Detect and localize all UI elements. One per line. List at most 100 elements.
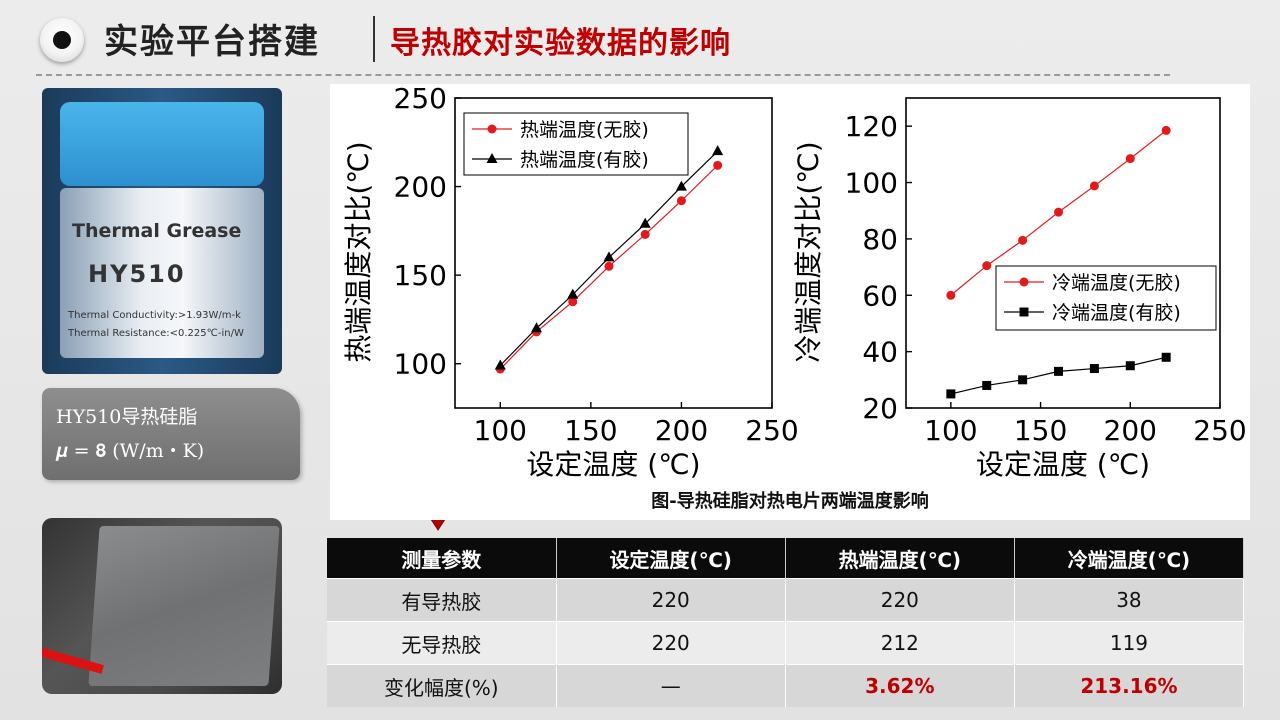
data-point bbox=[494, 359, 506, 370]
thermal-grease-photo: Thermal Grease HY510 Thermal Conductivit… bbox=[42, 88, 282, 374]
data-point bbox=[604, 261, 614, 271]
table-header-row: 测量参数 设定温度(℃) 热端温度(℃) 冷端温度(℃) bbox=[327, 538, 1245, 579]
y-tick-label: 40 bbox=[862, 336, 898, 369]
x-tick-label: 250 bbox=[1193, 414, 1246, 447]
data-point bbox=[1018, 375, 1028, 385]
data-point bbox=[640, 229, 650, 239]
cell-set-temp: 220 bbox=[556, 578, 786, 622]
legend-marker bbox=[486, 153, 498, 163]
x-axis-label: 设定温度 (℃) bbox=[976, 448, 1150, 481]
y-tick-label: 250 bbox=[394, 84, 447, 115]
grease-paste-area bbox=[88, 526, 280, 686]
jar-lid bbox=[60, 102, 264, 186]
cell-hot-temp-change: 3.62% bbox=[785, 664, 1015, 707]
header-cold-temp: 冷端温度(℃) bbox=[1014, 538, 1245, 579]
data-point bbox=[982, 380, 992, 390]
data-point bbox=[713, 160, 723, 170]
x-tick-label: 200 bbox=[1104, 414, 1157, 447]
legend-marker bbox=[1019, 277, 1029, 287]
x-tick-label: 150 bbox=[564, 414, 617, 447]
y-tick-label: 80 bbox=[862, 223, 898, 256]
data-point bbox=[1161, 352, 1171, 362]
y-axis-label: 冷端温度对比(℃) bbox=[792, 141, 825, 362]
data-point bbox=[639, 217, 651, 228]
data-point bbox=[1125, 154, 1135, 164]
y-tick-label: 60 bbox=[862, 279, 898, 312]
table-row: 有导热胶 220 220 38 bbox=[327, 578, 1245, 622]
charts-svg: 100 150 200 250 100 150 200 250 设定温度 (℃) 热端温度对比(℃… bbox=[342, 82, 1247, 481]
data-point bbox=[982, 261, 992, 271]
spec-conductivity: 𝝁 = 𝟖 (W/m・K) bbox=[56, 440, 205, 462]
cell-hot-temp: 212 bbox=[785, 621, 1015, 665]
y-tick-label: 100 bbox=[394, 348, 447, 381]
legend-box bbox=[463, 112, 689, 176]
applied-grease-photo bbox=[42, 518, 282, 694]
header-hot-temp: 热端温度(℃) bbox=[785, 538, 1015, 579]
y-tick-label: 200 bbox=[394, 171, 447, 204]
legend-label: 冷端温度(有胶) bbox=[1052, 302, 1181, 324]
data-point bbox=[568, 297, 578, 307]
legend-marker bbox=[1019, 307, 1029, 317]
cell-cold-temp-change: 213.16% bbox=[1014, 664, 1245, 707]
jar-label-name: Thermal Grease bbox=[72, 220, 242, 242]
table-row: 无导热胶 220 212 119 bbox=[327, 621, 1245, 665]
cell-param: 无导热胶 bbox=[327, 621, 557, 665]
title-divider bbox=[373, 16, 375, 62]
jar-label-model: HY510 bbox=[88, 260, 186, 288]
data-point bbox=[1089, 364, 1099, 374]
comparison-table: 测量参数 设定温度(℃) 热端温度(℃) 冷端温度(℃) 有导热胶 220 22… bbox=[327, 538, 1245, 707]
data-point bbox=[1161, 125, 1171, 135]
cell-cold-temp: 38 bbox=[1014, 578, 1245, 622]
slide-title: 实验平台搭建 bbox=[104, 22, 320, 62]
spec-product-name: HY510导热硅脂 bbox=[56, 406, 198, 428]
y-tick-label: 100 bbox=[845, 167, 898, 200]
x-tick-label: 100 bbox=[474, 414, 527, 447]
x-tick-label: 150 bbox=[1014, 414, 1067, 447]
legend-marker bbox=[487, 124, 497, 134]
jar-label-conductivity: Thermal Conductivity:>1.93W/m-k bbox=[68, 310, 241, 321]
jar-label-resistance: Thermal Resistance:<0.225℃-in/W bbox=[68, 328, 244, 339]
legend-label: 冷端温度(无胶) bbox=[1052, 272, 1181, 294]
data-point bbox=[675, 180, 687, 191]
data-point bbox=[1125, 361, 1135, 371]
cell-cold-temp: 119 bbox=[1014, 621, 1245, 665]
header-set-temp: 设定温度(℃) bbox=[556, 538, 786, 579]
cell-set-temp: — bbox=[556, 664, 786, 707]
data-point bbox=[712, 145, 724, 156]
data-point bbox=[1018, 235, 1028, 245]
bullet-icon bbox=[40, 18, 84, 62]
data-point bbox=[946, 290, 956, 300]
legend-box bbox=[995, 265, 1217, 331]
y-axis-label: 热端温度对比(℃) bbox=[342, 141, 375, 362]
x-tick-label: 250 bbox=[745, 414, 798, 447]
data-point bbox=[1089, 181, 1099, 191]
table-row: 变化幅度(%) — 3.62% 213.16% bbox=[327, 664, 1245, 707]
cell-param: 有导热胶 bbox=[327, 578, 557, 622]
header-dashed-divider bbox=[36, 74, 1170, 76]
legend-label: 热端温度(无胶) bbox=[520, 119, 649, 141]
slide-header: 实验平台搭建 导热胶对实验数据的影响 bbox=[0, 0, 1280, 78]
legend-label: 热端温度(有胶) bbox=[520, 149, 649, 171]
plot-frame bbox=[905, 97, 1221, 409]
cell-hot-temp: 220 bbox=[785, 578, 1015, 622]
data-point bbox=[567, 288, 579, 299]
data-point bbox=[676, 196, 686, 206]
x-axis-label: 设定温度 (℃) bbox=[526, 448, 700, 481]
data-point bbox=[946, 389, 956, 399]
header-param: 测量参数 bbox=[327, 538, 557, 579]
data-point bbox=[1054, 366, 1064, 376]
x-tick-label: 200 bbox=[655, 414, 708, 447]
y-tick-label: 20 bbox=[862, 392, 898, 425]
data-point bbox=[1054, 207, 1064, 217]
y-tick-label: 120 bbox=[845, 110, 898, 143]
chart-caption: 图-导热硅脂对热电片两端温度影响 bbox=[651, 491, 929, 512]
cell-set-temp: 220 bbox=[556, 621, 786, 665]
jar-label bbox=[60, 188, 264, 358]
plot-frame bbox=[454, 97, 773, 409]
x-tick-label: 100 bbox=[924, 414, 977, 447]
spec-callout: HY510导热硅脂 𝝁 = 𝟖 (W/m・K) bbox=[42, 388, 300, 480]
chart-panel: 100 150 200 250 100 150 200 250 设定温度 (℃) 热端温度对比(℃… bbox=[330, 82, 1250, 520]
data-point bbox=[531, 322, 543, 333]
y-tick-label: 150 bbox=[394, 259, 447, 292]
slide-subtitle: 导热胶对实验数据的影响 bbox=[390, 26, 731, 61]
